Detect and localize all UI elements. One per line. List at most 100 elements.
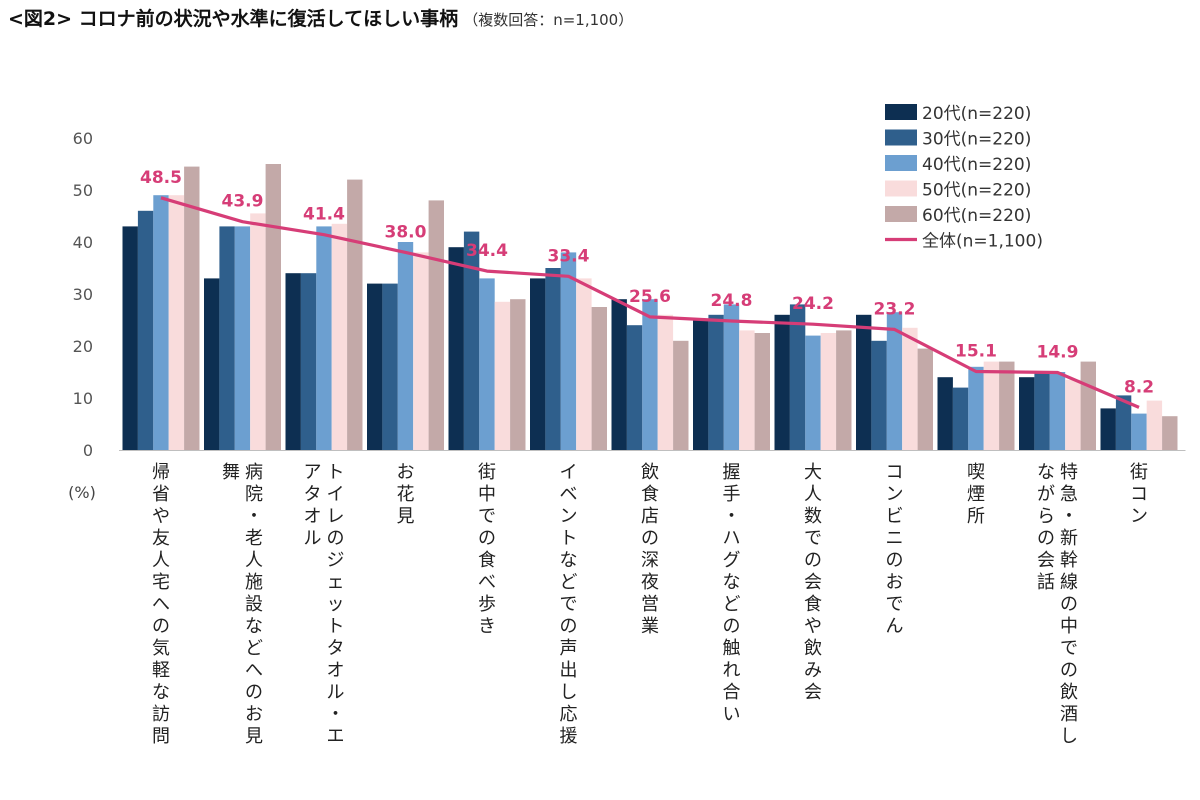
title-note: （複数回答：n=1,100） [463, 11, 634, 29]
y-tick-label: 10 [73, 389, 93, 408]
bar [1100, 408, 1116, 450]
bar [774, 314, 790, 450]
overall-data-label: 8.2 [1124, 377, 1154, 397]
y-tick-label: 50 [73, 181, 93, 200]
x-category-label: イベントなどでの声出し応援 [560, 462, 578, 747]
bar [805, 335, 821, 450]
bar [886, 312, 903, 450]
bar [917, 348, 933, 450]
bar [952, 387, 969, 450]
bar [122, 226, 138, 450]
overall-data-label: 33.4 [548, 246, 590, 266]
overall-data-label: 34.4 [466, 241, 508, 261]
bar [265, 164, 281, 450]
bar [413, 252, 429, 450]
bar [397, 242, 414, 450]
bar [494, 301, 511, 450]
bar [1049, 372, 1066, 450]
bar [168, 195, 185, 450]
overall-data-label: 38.0 [385, 222, 427, 242]
bar [545, 268, 561, 450]
bar [937, 377, 953, 450]
x-category-label: コンビニのおでん [886, 462, 904, 637]
bar [184, 166, 200, 450]
y-tick-label: 40 [73, 233, 93, 252]
legend-swatch [885, 206, 917, 222]
legend-label: 40代(n=220) [922, 155, 1031, 175]
overall-data-label: 15.1 [955, 341, 997, 361]
overall-data-label: 43.9 [222, 192, 264, 212]
bar [1146, 400, 1163, 450]
bar [367, 283, 383, 450]
y-tick-label: 20 [73, 337, 93, 356]
bar [1115, 395, 1132, 450]
bar [754, 333, 770, 450]
bar [204, 278, 220, 450]
bar [153, 195, 169, 450]
bar [723, 304, 740, 450]
bar [673, 340, 689, 450]
bar [871, 340, 887, 450]
bar [285, 273, 301, 450]
bar [510, 299, 526, 450]
bar [382, 283, 398, 450]
bar [463, 231, 480, 450]
legend-swatch [885, 129, 917, 146]
bar [1162, 416, 1178, 450]
x-category-label: 飲食店の深夜営業 [641, 462, 659, 637]
bar [316, 226, 332, 450]
bar [530, 278, 546, 450]
bar [1019, 377, 1035, 450]
overall-data-label: 23.2 [874, 299, 916, 319]
bar [347, 179, 363, 450]
overall-data-label: 25.6 [629, 287, 671, 307]
bar [626, 325, 643, 450]
bar [591, 307, 607, 450]
x-category-label: 特急・新幹線の中での飲酒しながらの会話 [1037, 462, 1078, 747]
x-category-label: お花見 [397, 462, 415, 527]
overall-data-label: 41.4 [303, 205, 345, 225]
x-category-label: 喫煙所 [967, 462, 985, 527]
bar [428, 200, 444, 450]
bar [693, 320, 709, 450]
y-tick-label: 0 [83, 441, 93, 460]
bar [657, 314, 674, 450]
x-category-label: 握手・ハグなどの触れ合い [723, 462, 741, 725]
bar [448, 247, 464, 450]
y-tick-label: 60 [73, 129, 93, 148]
legend-label: 20代(n=220) [922, 104, 1031, 124]
bar [856, 314, 872, 450]
bar [968, 366, 984, 450]
x-category-label: 大人数での会食や飲み会 [804, 462, 822, 703]
bar [1131, 413, 1147, 450]
bar [642, 299, 658, 450]
bar [300, 273, 317, 450]
bar [999, 361, 1015, 450]
legend-label: 30代(n=220) [922, 130, 1031, 150]
bar [708, 314, 724, 450]
bar [836, 330, 852, 450]
legend-label: 60代(n=220) [922, 206, 1031, 226]
bar [820, 333, 837, 450]
title-main: <図2> コロナ前の状況や水準に復活してほしい事柄 [8, 8, 459, 30]
overall-data-label: 14.9 [1037, 343, 1079, 363]
bar [219, 226, 235, 450]
overall-data-label: 24.2 [792, 294, 834, 314]
bar [234, 226, 251, 450]
overall-data-label: 24.8 [711, 291, 753, 311]
x-category-label: 帰省や友人宅への気軽な訪問 [152, 462, 170, 747]
x-category-label: 街コン [1130, 462, 1148, 527]
x-category-label: 病院・老人施設などへのお見舞 [222, 462, 263, 747]
bar [331, 223, 348, 450]
overall-line [160, 196, 1140, 409]
bar [137, 210, 154, 450]
legend-label: 全体(n=1,100) [922, 232, 1043, 252]
bar [560, 252, 577, 450]
x-category-label: トイレのジェットタオル・エアタオル [304, 462, 345, 747]
legend-swatch [885, 180, 917, 197]
y-tick-label: 30 [73, 285, 93, 304]
bar [479, 278, 495, 450]
y-axis-unit-label: (%) [68, 483, 96, 502]
bar [1034, 372, 1050, 450]
